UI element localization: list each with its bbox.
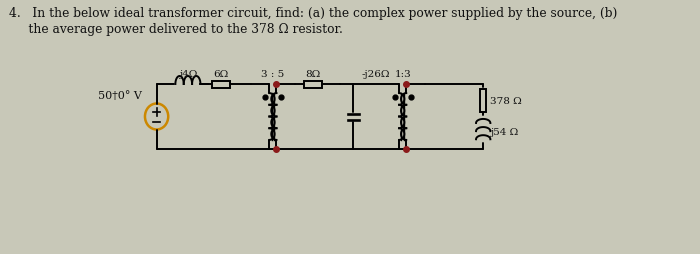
Text: 6Ω: 6Ω — [214, 70, 229, 79]
Text: 8Ω: 8Ω — [306, 70, 321, 79]
Bar — [304, 81, 322, 88]
Text: 4.   In the below ideal transformer circuit, find: (a) the complex power supplie: 4. In the below ideal transformer circui… — [9, 7, 617, 20]
Text: 50†0° V: 50†0° V — [99, 90, 142, 100]
Text: j54 Ω: j54 Ω — [491, 127, 519, 136]
Bar — [212, 81, 230, 88]
Text: 1:3: 1:3 — [394, 70, 411, 79]
Text: j4Ω: j4Ω — [178, 70, 197, 79]
Bar — [480, 89, 486, 113]
Text: the average power delivered to the 378 Ω resistor.: the average power delivered to the 378 Ω… — [9, 23, 343, 36]
Text: 378 Ω: 378 Ω — [491, 96, 522, 105]
Text: -j26Ω: -j26Ω — [361, 70, 390, 79]
Text: 3 : 5: 3 : 5 — [261, 70, 284, 79]
